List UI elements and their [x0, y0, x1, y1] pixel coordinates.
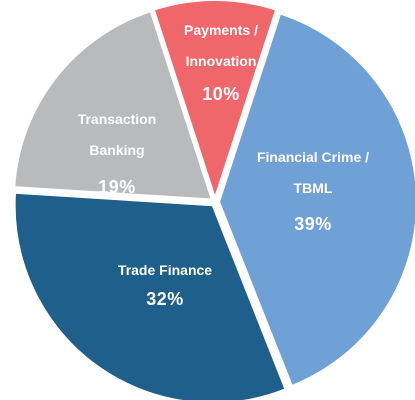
slice-value-label: 32% — [146, 289, 184, 309]
slice-value-label: 19% — [98, 177, 136, 197]
pie-slice — [13, 9, 214, 201]
pie-slice — [152, 0, 278, 202]
slice-value-label: 10% — [202, 84, 240, 104]
slice-category-label: Payments / Innovation — [184, 22, 258, 69]
pie-slice — [13, 191, 287, 400]
pie-slice — [217, 12, 415, 388]
slice-category-label: Financial Crime / TBML — [256, 149, 370, 196]
slice-category-label: Transaction Banking — [77, 111, 157, 158]
slice-category-label: Trade Finance — [117, 262, 213, 278]
slice-value-label: 39% — [294, 214, 332, 234]
